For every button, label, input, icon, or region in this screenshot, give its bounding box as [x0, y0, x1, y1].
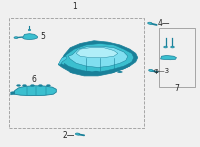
Text: 2—: 2—	[63, 131, 75, 140]
Polygon shape	[68, 46, 128, 67]
Text: 4—: 4—	[157, 19, 170, 28]
Ellipse shape	[94, 71, 99, 73]
Ellipse shape	[109, 71, 114, 73]
Ellipse shape	[78, 71, 83, 73]
Ellipse shape	[86, 71, 91, 73]
Ellipse shape	[101, 71, 106, 73]
Polygon shape	[60, 44, 134, 73]
Ellipse shape	[171, 46, 174, 48]
Text: φ—3: φ—3	[154, 68, 170, 74]
Bar	[9, 18, 144, 128]
Ellipse shape	[17, 85, 21, 86]
Text: 1: 1	[72, 2, 77, 11]
Polygon shape	[11, 91, 15, 95]
Text: 5: 5	[40, 32, 45, 41]
Polygon shape	[23, 34, 37, 40]
Ellipse shape	[70, 71, 75, 73]
Ellipse shape	[149, 69, 153, 71]
Ellipse shape	[46, 85, 50, 86]
Polygon shape	[161, 55, 176, 60]
Ellipse shape	[164, 46, 167, 48]
Ellipse shape	[14, 37, 18, 39]
Ellipse shape	[23, 85, 27, 86]
Ellipse shape	[148, 22, 152, 24]
Text: 6: 6	[31, 75, 36, 84]
Ellipse shape	[38, 85, 42, 86]
Polygon shape	[58, 41, 138, 76]
Ellipse shape	[30, 85, 34, 86]
Polygon shape	[15, 86, 56, 96]
Bar	[159, 28, 195, 87]
Ellipse shape	[28, 29, 31, 31]
Ellipse shape	[75, 133, 80, 135]
Ellipse shape	[117, 71, 122, 73]
Polygon shape	[58, 56, 66, 65]
Text: 7: 7	[174, 84, 179, 93]
Polygon shape	[64, 63, 130, 75]
Polygon shape	[76, 48, 118, 58]
